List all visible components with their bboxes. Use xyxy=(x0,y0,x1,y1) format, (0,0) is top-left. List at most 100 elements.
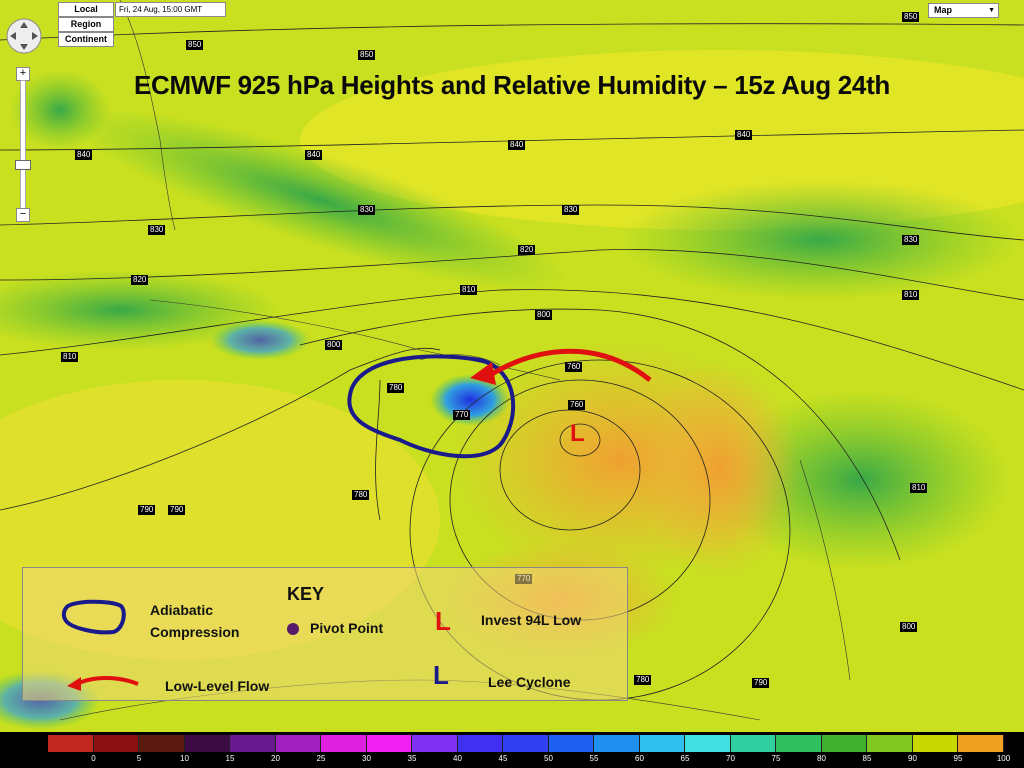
colorbar-cell xyxy=(321,735,367,752)
florida-coast xyxy=(119,0,176,231)
colorbar-cell xyxy=(503,735,549,752)
contour-790 xyxy=(0,347,441,511)
legend-key: Adiabatic Compression KEY Pivot Point L … xyxy=(22,567,628,701)
colorbar-cell xyxy=(48,735,94,752)
pan-up-icon[interactable] xyxy=(20,22,28,28)
low-level-flow-icon xyxy=(67,676,139,691)
colorbar-cell xyxy=(457,735,503,752)
colorbar-tick: 55 xyxy=(589,754,599,763)
height-label: 780 xyxy=(352,490,370,500)
colorbar-tick: 15 xyxy=(225,754,235,763)
colorbar-cell xyxy=(685,735,731,752)
datetime-display: Fri, 24 Aug, 15:00 GMT xyxy=(115,2,226,17)
rh-green-band xyxy=(620,180,1020,300)
colorbar-tick: 5 xyxy=(136,754,142,763)
legend-flow: Low-Level Flow xyxy=(165,678,270,694)
contour-760 xyxy=(559,423,601,457)
colorbar-tick: 25 xyxy=(316,754,326,763)
height-label: 780 xyxy=(387,383,405,393)
height-label: 790 xyxy=(138,505,156,515)
colorbar-tick: 10 xyxy=(180,754,189,763)
colorbar-cell xyxy=(412,735,458,752)
height-label: 830 xyxy=(148,225,166,235)
lee-cyclone-icon: L xyxy=(433,660,449,690)
height-label: 790 xyxy=(168,505,186,515)
height-label: 810 xyxy=(910,483,928,493)
invest-94l-marker: L xyxy=(570,420,585,447)
colorbar-tick: 45 xyxy=(498,754,508,763)
colorbar-tick: 85 xyxy=(862,754,872,763)
height-label: 810 xyxy=(61,352,79,362)
colorbar-tick: 60 xyxy=(635,754,644,763)
colorbar-cell xyxy=(366,735,412,752)
local-button[interactable]: Local xyxy=(58,2,114,17)
legend-adiabatic-line2: Compression xyxy=(150,624,240,640)
weather-map[interactable]: L 850 850 850 840 840 840 840 830 830 830 830 820 82… xyxy=(0,0,1024,732)
contour-810 xyxy=(0,289,1024,391)
pivot-point-icon xyxy=(287,623,299,635)
colorbar-cell xyxy=(594,735,640,752)
colorbar-tick: 40 xyxy=(453,754,462,763)
rh-green-band xyxy=(72,108,568,292)
colorbar-tick: 80 xyxy=(817,754,826,763)
adiabatic-compression-outline xyxy=(347,354,516,459)
colorbar-cell xyxy=(912,735,958,752)
height-label: 840 xyxy=(305,150,323,160)
pan-down-icon[interactable] xyxy=(20,44,28,50)
colorbar-cell xyxy=(958,735,1004,752)
legend-adiabatic-line1: Adiabatic xyxy=(150,602,214,618)
rh-moist-core xyxy=(210,320,310,360)
zoom-handle[interactable] xyxy=(15,160,31,170)
height-label: 840 xyxy=(75,150,93,160)
legend-lee: Lee Cyclone xyxy=(488,674,571,690)
legend-heading: KEY xyxy=(287,584,325,604)
region-button[interactable]: Region xyxy=(58,17,114,32)
colorbar-tick: 100 xyxy=(996,754,1011,763)
colorbar-tick: 90 xyxy=(908,754,917,763)
colorbar-tick: 65 xyxy=(680,754,690,763)
colorbar-cell xyxy=(139,735,185,752)
colorbar-tick: 95 xyxy=(953,754,963,763)
height-label: 850 xyxy=(358,50,376,60)
zoom-out-button[interactable]: − xyxy=(16,208,30,222)
map-type-select[interactable]: Map ▼ xyxy=(928,3,999,18)
height-label: 840 xyxy=(508,140,526,150)
colorbar-tick: 20 xyxy=(271,754,280,763)
height-label: 760 xyxy=(565,362,583,372)
pan-right-icon[interactable] xyxy=(32,32,38,40)
colorbar-cell xyxy=(639,735,685,752)
colorbar-tick: 35 xyxy=(407,754,417,763)
height-label: 800 xyxy=(535,310,553,320)
colorbar-cell xyxy=(776,735,822,752)
rh-green-band xyxy=(10,70,110,150)
height-label: 800 xyxy=(900,622,918,632)
height-label: 770 xyxy=(453,410,471,420)
height-label: 830 xyxy=(358,205,376,215)
colorbar-cell xyxy=(730,735,776,752)
contour-820 xyxy=(0,249,1024,301)
low-level-flow-arrowhead xyxy=(470,362,496,385)
colorbar-cell xyxy=(821,735,867,752)
continent-button[interactable]: Continent xyxy=(58,32,114,47)
height-label: 850 xyxy=(186,40,204,50)
colorbar-tick: 30 xyxy=(362,754,371,763)
height-label: 830 xyxy=(562,205,580,215)
pan-left-icon[interactable] xyxy=(10,32,16,40)
colorbar-tick: 50 xyxy=(544,754,553,763)
colorbar-tick: 0 xyxy=(91,754,96,763)
colorbar-cell xyxy=(230,735,276,752)
height-label: 790 xyxy=(752,678,770,688)
contour-770 xyxy=(499,409,641,531)
legend-pivot: Pivot Point xyxy=(310,620,384,636)
height-label: 810 xyxy=(902,290,920,300)
contour-800 xyxy=(299,308,901,561)
colorbar-tick: 75 xyxy=(771,754,781,763)
rh-orange-core xyxy=(640,360,800,580)
height-label: 800 xyxy=(325,340,343,350)
height-label: 810 xyxy=(460,285,478,295)
height-label: 850 xyxy=(902,12,920,22)
height-label: 760 xyxy=(568,400,586,410)
pan-control[interactable] xyxy=(4,16,44,56)
cuba-coast xyxy=(149,299,561,381)
legend-invest: Invest 94L Low xyxy=(481,612,582,628)
